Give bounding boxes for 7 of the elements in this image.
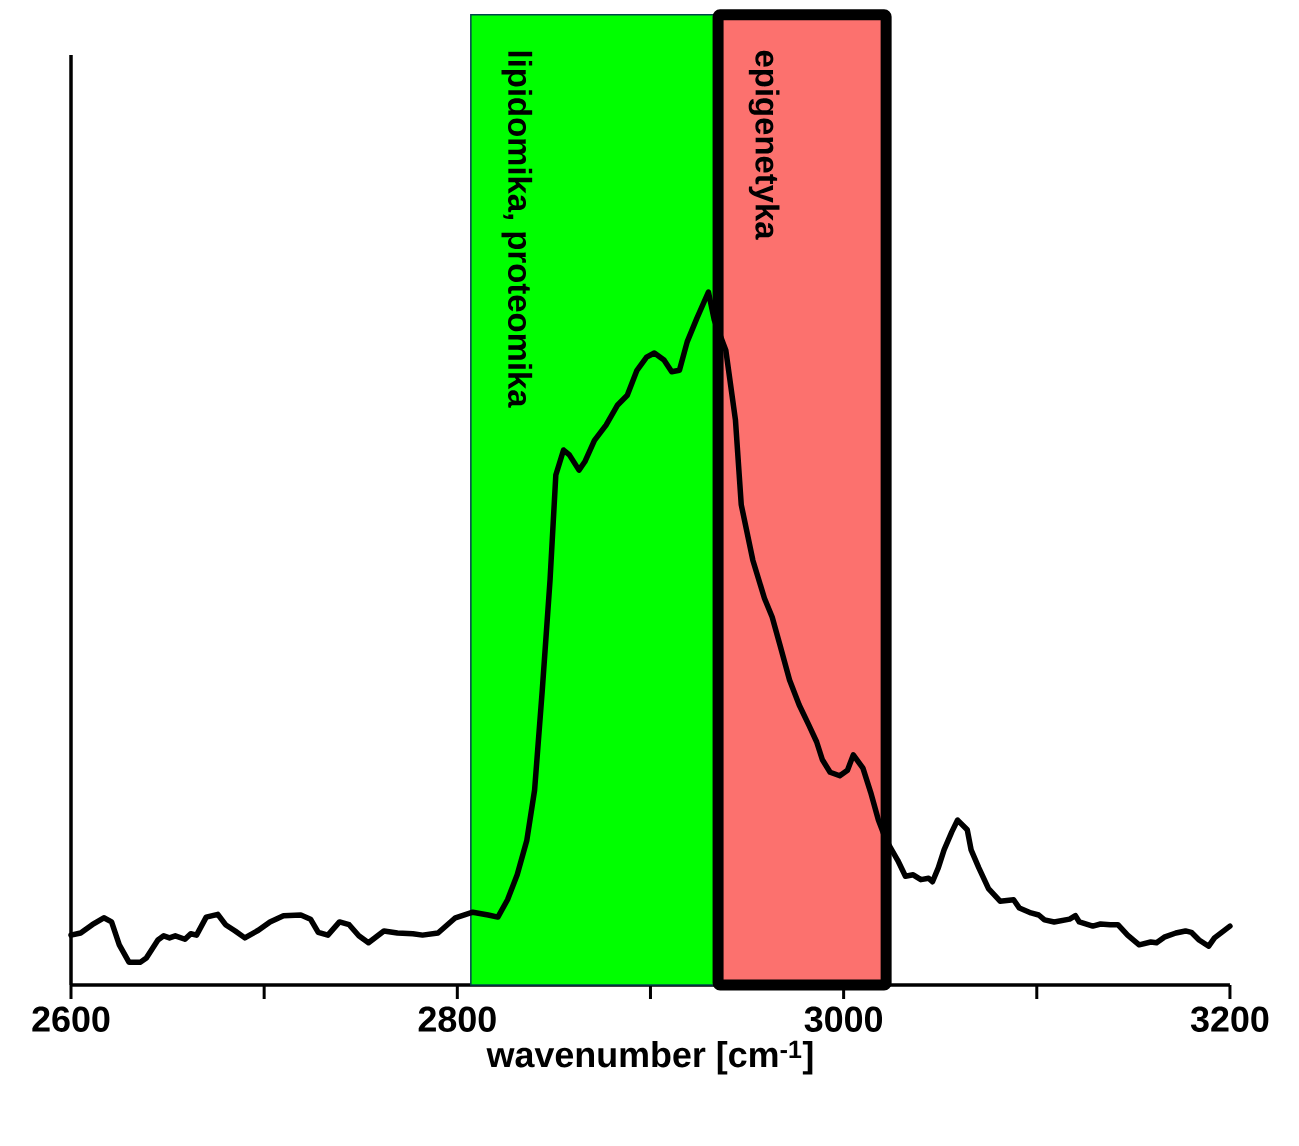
x-axis-title: wavenumber [cm$^{-1}$] (486, 1040, 813, 1075)
x-tick-label: 2600 (32, 1006, 110, 1032)
band-label: lipidomika, proteomika (501, 51, 533, 408)
x-tick-label: 3000 (804, 1006, 883, 1032)
x-tick-label: 3200 (1190, 1006, 1269, 1032)
x-tick-label: 2800 (418, 1006, 496, 1032)
band-label: epigenetyka (748, 50, 780, 240)
